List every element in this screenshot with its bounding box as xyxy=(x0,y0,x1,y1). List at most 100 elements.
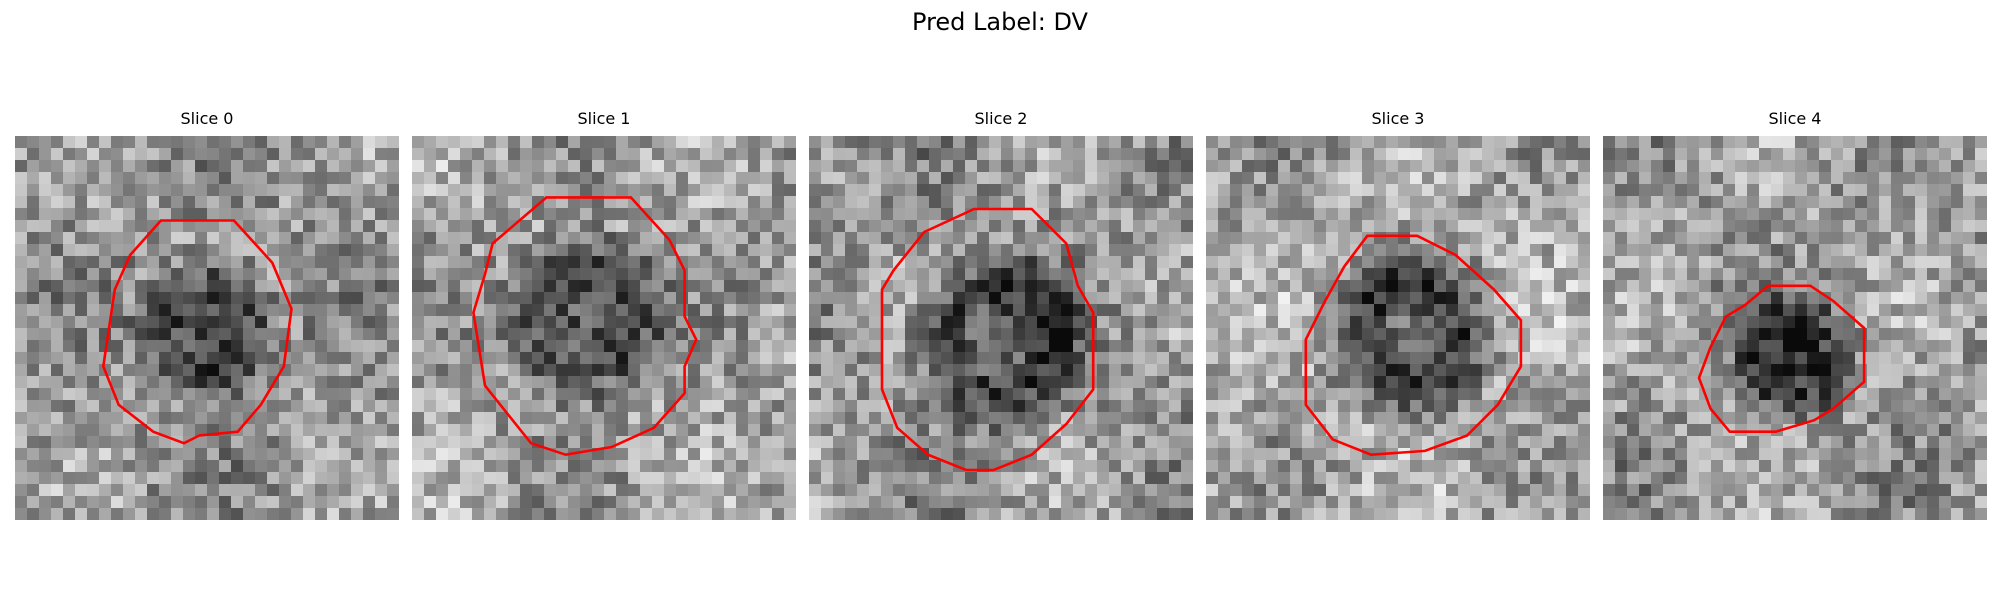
pixel-cell xyxy=(1542,376,1555,389)
pixel-cell xyxy=(1398,136,1411,149)
pixel-cell xyxy=(1037,256,1050,269)
pixel-cell xyxy=(929,160,942,173)
pixel-cell xyxy=(1398,160,1411,173)
pixel-cell xyxy=(63,160,76,173)
pixel-cell xyxy=(580,232,593,245)
pixel-cell xyxy=(63,136,76,149)
pixel-cell xyxy=(1627,388,1640,401)
pixel-cell xyxy=(351,388,364,401)
pixel-cell xyxy=(159,448,172,461)
pixel-cell xyxy=(75,184,88,197)
pixel-cell xyxy=(159,280,172,293)
pixel-cell xyxy=(1951,364,1964,377)
pixel-cell xyxy=(1867,412,1880,425)
pixel-cell xyxy=(1675,364,1688,377)
pixel-cell xyxy=(772,244,785,257)
pixel-cell xyxy=(1855,256,1868,269)
pixel-cell xyxy=(1037,208,1050,221)
pixel-cell xyxy=(568,412,581,425)
pixel-cell xyxy=(363,292,376,305)
pixel-cell xyxy=(1109,328,1122,341)
pixel-cell xyxy=(700,148,713,161)
pixel-cell xyxy=(1302,340,1315,353)
pixel-cell xyxy=(1795,412,1808,425)
slice-panel: Slice 3 xyxy=(1206,108,1590,520)
pixel-cell xyxy=(412,136,425,149)
pixel-cell xyxy=(1278,472,1291,485)
pixel-cell xyxy=(327,220,340,233)
pixel-cell xyxy=(75,448,88,461)
pixel-cell xyxy=(1169,244,1182,257)
pixel-cell xyxy=(652,376,665,389)
pixel-cell xyxy=(243,304,256,317)
pixel-cell xyxy=(424,220,437,233)
pixel-cell xyxy=(1615,196,1628,209)
pixel-cell xyxy=(592,508,605,520)
pixel-cell xyxy=(965,172,978,185)
pixel-cell xyxy=(51,148,64,161)
pixel-cell xyxy=(1254,508,1267,520)
pixel-cell xyxy=(303,304,316,317)
pixel-cell xyxy=(171,244,184,257)
pixel-cell xyxy=(255,484,268,497)
pixel-cell xyxy=(171,304,184,317)
pixel-cell xyxy=(207,436,220,449)
pixel-cell xyxy=(1458,232,1471,245)
pixel-cell xyxy=(39,376,52,389)
pixel-cell xyxy=(1013,208,1026,221)
pixel-cell xyxy=(183,280,196,293)
pixel-cell xyxy=(520,328,533,341)
pixel-cell xyxy=(15,268,28,281)
pixel-cell xyxy=(1470,208,1483,221)
pixel-cell xyxy=(1903,268,1916,281)
pixel-cell xyxy=(496,436,509,449)
pixel-cell xyxy=(1290,388,1303,401)
pixel-cell xyxy=(1915,304,1928,317)
pixel-cell xyxy=(1362,484,1375,497)
pixel-cell xyxy=(243,376,256,389)
pixel-cell xyxy=(833,208,846,221)
pixel-cell xyxy=(748,148,761,161)
pixel-cell xyxy=(267,184,280,197)
pixel-cell xyxy=(255,172,268,185)
pixel-cell xyxy=(941,340,954,353)
pixel-cell xyxy=(496,268,509,281)
pixel-cell xyxy=(1434,208,1447,221)
pixel-cell xyxy=(1554,208,1567,221)
pixel-cell xyxy=(1639,268,1652,281)
pixel-cell xyxy=(905,412,918,425)
pixel-cell xyxy=(760,364,773,377)
pixel-cell xyxy=(953,304,966,317)
pixel-cell xyxy=(1314,196,1327,209)
pixel-cell xyxy=(1735,412,1748,425)
pixel-cell xyxy=(27,436,40,449)
pixel-cell xyxy=(291,448,304,461)
pixel-cell xyxy=(195,460,208,473)
pixel-cell xyxy=(1711,184,1724,197)
pixel-cell xyxy=(1699,304,1712,317)
pixel-cell xyxy=(688,196,701,209)
pixel-cell xyxy=(1783,316,1796,329)
pixel-cell xyxy=(387,508,399,520)
pixel-cell xyxy=(1542,148,1555,161)
pixel-cell xyxy=(1362,172,1375,185)
pixel-cell xyxy=(375,340,388,353)
pixel-cell xyxy=(1422,496,1435,509)
pixel-cell xyxy=(39,388,52,401)
pixel-cell xyxy=(231,352,244,365)
pixel-cell xyxy=(1687,340,1700,353)
pixel-cell xyxy=(1145,400,1158,413)
pixel-cell xyxy=(676,304,689,317)
pixel-cell xyxy=(917,280,930,293)
pixel-cell xyxy=(893,508,906,520)
pixel-cell xyxy=(1025,196,1038,209)
pixel-cell xyxy=(1458,220,1471,233)
pixel-cell xyxy=(1843,148,1856,161)
pixel-cell xyxy=(1855,172,1868,185)
pixel-cell xyxy=(99,292,112,305)
pixel-cell xyxy=(724,340,737,353)
pixel-cell xyxy=(123,172,136,185)
pixel-cell xyxy=(833,496,846,509)
pixel-cell xyxy=(1699,268,1712,281)
pixel-cell xyxy=(472,148,485,161)
